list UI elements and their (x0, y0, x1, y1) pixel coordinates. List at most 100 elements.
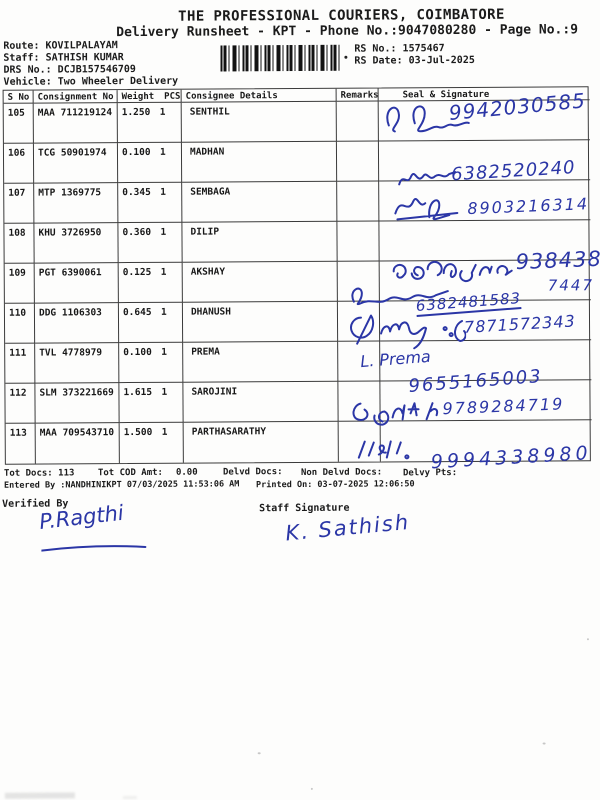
tot-docs-label: Tot Docs: (3, 468, 53, 479)
cell-s-no: 106 (3, 143, 35, 184)
phone-row109-part2: 7447 (547, 276, 595, 295)
cell-weight-pcs: 0.125 1 (118, 262, 183, 304)
non-delvd-docs-label: Non Delvd Docs: (300, 467, 383, 478)
cell-consignment: DDG 1106303 (34, 303, 120, 344)
weight-value: 0.645 (122, 306, 152, 319)
cell-remarks (337, 181, 380, 222)
staff-signature-label: Staff Signature (259, 502, 350, 515)
cell-consignment: TCG 50901974 (33, 143, 119, 184)
weight-value: 0.125 (122, 266, 152, 279)
weight-value: 0.100 (123, 346, 152, 359)
cell-s-no: 110 (4, 303, 36, 344)
weight-value: 1.500 (123, 426, 153, 439)
col-header-pcs: PCS (164, 91, 181, 102)
col-header-weight-pcs: Weight PCS (117, 89, 182, 104)
weight-value: 1.250 (121, 106, 151, 119)
cell-weight-pcs: 0.360 1 (118, 222, 183, 264)
staff-signature-handwritten: K. Sathish (284, 509, 412, 546)
route-value: KOVILPALAYAM (45, 40, 118, 52)
scan-speck (542, 742, 546, 745)
cell-weight-pcs: 0.100 1 (117, 142, 183, 184)
cell-weight-pcs: 1.500 1 (119, 422, 184, 464)
col-header-weight: Weight (121, 91, 155, 103)
pcs-value: 1 (160, 226, 167, 238)
vehicle-value: Two Wheeler Delivery (57, 75, 179, 88)
pcs-value: 1 (159, 106, 166, 118)
cell-weight-pcs: 0.100 1 (119, 342, 184, 384)
signature-scribble-row112 (348, 395, 448, 435)
cell-s-no: 112 (5, 383, 36, 424)
pcs-value: 1 (160, 186, 166, 198)
drs-value: DCJB157546709 (57, 63, 136, 76)
rs-no-value: 1575467 (402, 43, 445, 55)
cell-consignment: PGT 6390061 (34, 263, 119, 304)
staff-line: Staff: SATHISH KUMAR (3, 52, 124, 64)
drs-label: DRS No.: (3, 64, 52, 76)
phone-row109: 938438 (515, 246, 600, 275)
cell-consignment: KHU 3726950 (34, 223, 119, 264)
weight-value: 1.615 (123, 386, 153, 399)
tot-docs: Tot Docs: 113 (4, 468, 75, 478)
cell-consignee: PREMA (183, 341, 339, 383)
cell-consignment: MAA 711219124 (33, 103, 118, 144)
signature-scribble-row107 (391, 191, 461, 226)
signature-scribble-row111 (345, 309, 445, 357)
rs-no-label: RS No.: (354, 43, 397, 55)
route-line: Route: KOVILPALAYAM (3, 40, 117, 52)
cell-consignee: AKSHAY (182, 261, 338, 303)
entered-by-line: Entered By :NANDHINIKPT 07/03/2025 11:53… (3, 479, 240, 491)
signature-scribble-row109 (388, 251, 523, 291)
weight-value: 0.345 (122, 186, 151, 199)
col-header-consignee: Consignee Details (181, 88, 337, 103)
weight-value: 0.100 (121, 146, 151, 159)
cell-s-no: 105 (3, 103, 34, 144)
pcs-value: 1 (161, 426, 168, 438)
scan-smudge (4, 792, 75, 799)
tot-cod-label: Tot COD Amt: (97, 467, 163, 479)
signature-scribble-row110 (348, 283, 453, 315)
signature-scribble-row106 (397, 164, 457, 195)
cell-s-no: 108 (4, 223, 35, 264)
verified-signature-underline (40, 539, 147, 558)
weight-value: 0.360 (122, 226, 152, 239)
tot-cod-value: 0.00 (175, 467, 198, 478)
delvy-pts-label: Delvy Pts: (402, 468, 458, 479)
cell-consignee: DILIP (182, 221, 338, 263)
vehicle-label: Vehicle: (3, 76, 52, 88)
pcs-value: 1 (159, 146, 166, 158)
col-header-consignment: Consignment No (33, 90, 118, 104)
cell-weight-pcs: 0.645 1 (118, 302, 184, 344)
pcs-value: 1 (160, 266, 167, 278)
delvd-docs-label: Delvd Docs: (222, 467, 283, 478)
rs-no-line: RS No.: 1575467 (354, 43, 444, 55)
company-title: THE PROFESSIONAL COURIERS, COIMBATORE (178, 6, 505, 25)
ink-flourish-row111 (442, 317, 467, 350)
cell-consignment: MTP 1369775 (34, 183, 119, 224)
rs-date-line: RS Date: 03-Jul-2025 (354, 55, 475, 67)
cell-remarks (336, 101, 379, 142)
cell-weight-pcs: 0.345 1 (118, 182, 183, 224)
scan-speck (586, 638, 589, 641)
cell-weight-pcs: 1.615 1 (119, 382, 184, 424)
cell-consignee: SENTHIL (181, 101, 337, 143)
cell-s-no: 111 (5, 343, 36, 384)
scan-speck (257, 752, 261, 755)
vehicle-line: Vehicle: Two Wheeler Delivery (4, 76, 179, 88)
rs-date-value: 03-Jul-2025 (408, 54, 475, 67)
cell-remarks (336, 141, 380, 182)
rs-date-label: RS Date: (354, 55, 403, 67)
col-header-remarks: Remarks (336, 88, 379, 102)
cell-consignee: MADHAN (181, 141, 338, 183)
cell-s-no: 113 (5, 423, 36, 464)
pcs-value: 1 (161, 386, 168, 398)
cell-s-no: 109 (4, 263, 35, 304)
barcode-separator-dot (344, 55, 348, 59)
cell-consignment: TVL 4778979 (35, 343, 120, 384)
col-header-s-no: S No (3, 90, 34, 104)
staff-value: SATHISH KUMAR (45, 52, 124, 64)
scan-smudge (122, 796, 137, 800)
signature-scribble-row105 (381, 99, 471, 143)
cell-s-no: 107 (4, 183, 35, 224)
